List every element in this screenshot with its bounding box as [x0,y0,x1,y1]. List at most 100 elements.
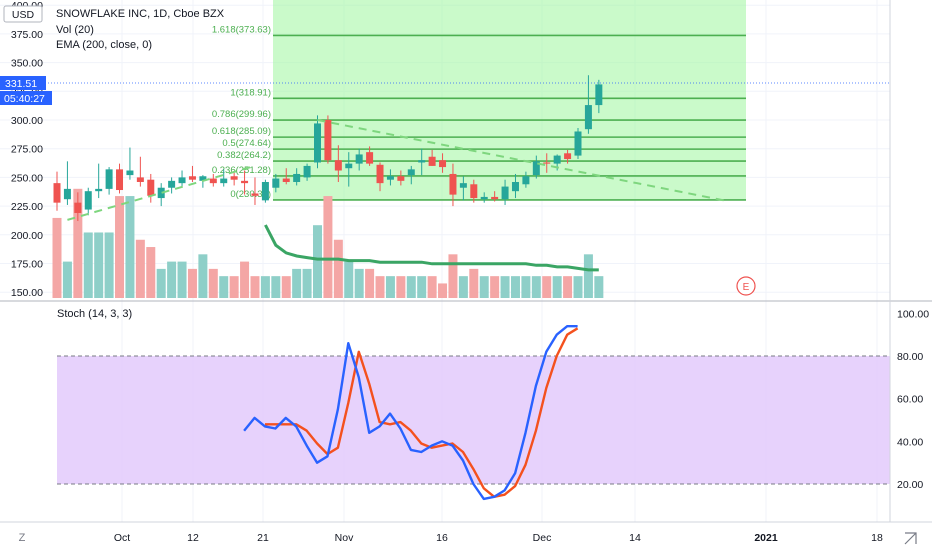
volume-legend[interactable]: Vol (20) [56,24,94,36]
volume-bar [521,276,531,298]
candle [209,173,217,187]
time-axis[interactable]: Oct 12 21 Nov 16 Dec 14 2021 18 [114,532,883,544]
left-price-tick-label: 300.00 [11,115,43,127]
candle-body [178,177,186,184]
stoch-k-line [243,325,578,501]
candle-body [272,178,280,188]
candle [439,153,447,173]
candle [116,163,124,194]
candle-body [366,152,374,164]
stoch-axis[interactable]: 100.00 80.00 60.00 40.00 20.00 [897,308,929,491]
candle [480,192,488,203]
candles [53,75,603,222]
candle [251,177,259,205]
candle-body [376,164,384,184]
arrow-icon[interactable] [904,532,917,545]
ema-legend[interactable]: EMA (200, close, 0) [56,39,152,51]
volume-bar [260,276,270,298]
candle [188,165,196,182]
time-tick-label: Dec [533,532,552,544]
candle-body [303,165,311,178]
volume-bar [146,247,156,298]
fib-box [273,0,746,200]
timezone-icon[interactable]: Z [19,532,26,544]
candle [261,179,269,203]
stoch-tick-label: 20.00 [897,479,923,491]
symbol-title[interactable]: SNOWFLAKE INC, 1D, Cboe BZX [56,8,225,20]
candle-body [136,177,144,182]
candle [345,152,353,187]
time-tick-label: 12 [187,532,199,544]
candle [418,148,426,176]
candle-body [168,180,176,188]
candle-body [501,186,509,200]
volume-bar [365,268,375,298]
volume-bar [406,276,416,298]
left-price-tick-label: 225.00 [11,201,43,213]
candle-body [157,187,165,199]
candle-body [293,173,301,182]
volume-bar [385,276,395,298]
candle [241,170,249,195]
candle-body [595,84,603,106]
candle [314,115,321,169]
candle [168,177,176,194]
usd-badge[interactable]: USD [3,5,43,23]
candle [449,163,457,207]
candle-body [53,183,61,203]
stoch-legend[interactable]: Stoch (14, 3, 3) [57,308,132,320]
fib-level-label: 1.618(373.63) [212,24,271,35]
stoch-grid [57,355,890,485]
volume-bars [52,188,604,298]
candle [126,147,134,180]
candle-body [418,160,426,163]
volume-bar [104,232,114,298]
left-price-tick-label: 375.00 [11,29,43,41]
candle [230,172,238,186]
volume-bar [458,276,468,298]
candle-body [251,193,259,196]
left-price-tick-label: 350.00 [11,58,43,70]
volume-bar [62,261,72,298]
countdown-tag: 05:40:27 [0,91,52,105]
candle-body [282,178,290,182]
volume-bar [333,239,343,298]
fib-level-label: 1(318.91) [230,87,271,98]
candle [147,173,155,203]
candle [105,167,113,195]
volume-bar [135,239,145,298]
time-tick-label: 21 [257,532,269,544]
candle-body [397,176,405,181]
time-tick-label: 14 [629,532,641,544]
volume-bar [531,276,541,298]
volume-bar [250,276,260,298]
volume-bar [271,276,281,298]
candle [324,115,332,164]
stoch-d-line [265,327,579,498]
volume-bar [115,196,125,298]
countdown-value: 05:40:27 [4,93,45,105]
last-price-tag: 331.51 [0,76,46,90]
volume-bar [167,261,177,298]
volume-bar [240,261,250,298]
time-tick-label: 2021 [754,532,778,544]
candle-body [584,105,592,130]
candle-body [230,176,238,180]
candle [397,170,405,186]
volume-bar [500,276,510,298]
volume-bar [323,196,333,298]
candle [470,179,478,203]
candle [491,191,499,202]
candle-body [355,154,363,164]
candle-body [74,202,82,213]
trendlines[interactable] [67,119,725,221]
volume-bar [177,261,187,298]
candle [522,171,530,188]
left-price-tick-label: 150.00 [11,287,43,299]
time-tick-label: Nov [335,532,354,544]
volume-bar [573,276,583,298]
candle [136,156,144,187]
fibonacci-retracement[interactable]: 1.618(373.63) 1(318.91) 0.786(299.96) 0.618… [212,0,746,201]
earnings-badge-icon[interactable]: E [736,276,756,296]
